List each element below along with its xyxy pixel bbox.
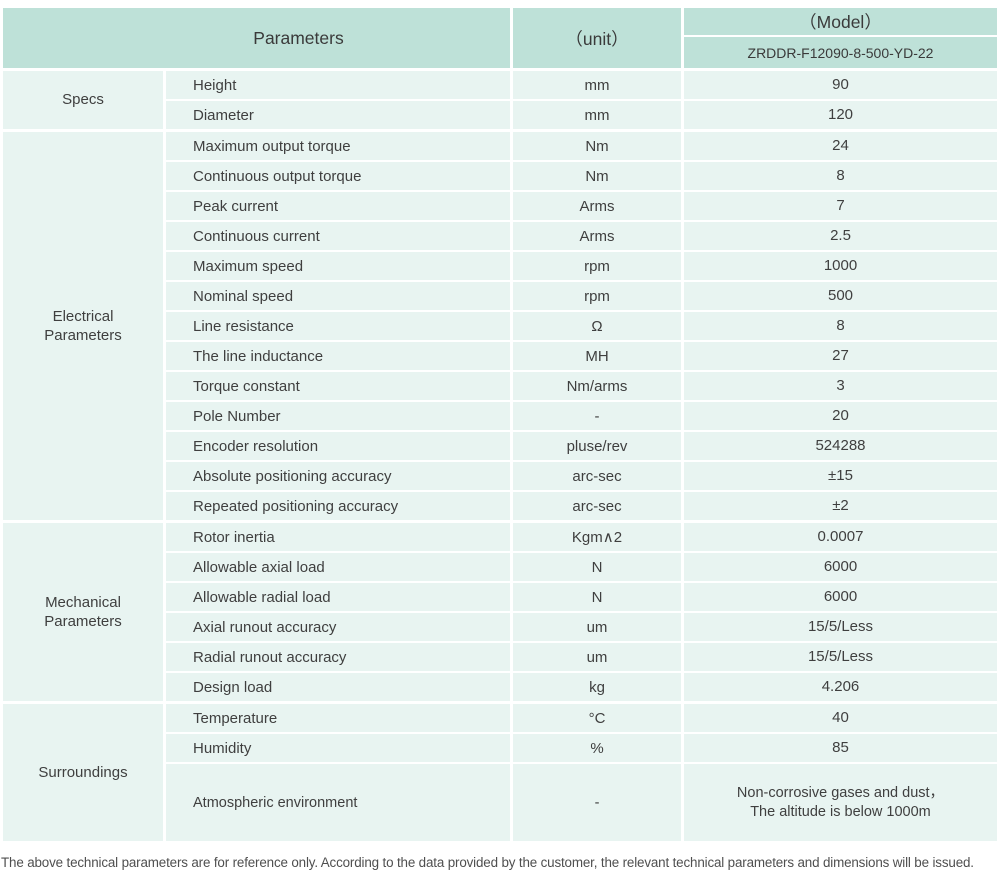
param-value: 90 [684, 71, 997, 99]
param-name: Torque constant [166, 372, 510, 400]
param-name: Encoder resolution [166, 432, 510, 460]
param-unit: N [513, 553, 681, 581]
param-name: Temperature [166, 704, 510, 732]
param-unit: kg [513, 673, 681, 701]
param-name: Allowable radial load [166, 583, 510, 611]
header-model-group: （Model） ZRDDR-F12090-8-500-YD-22 [684, 8, 997, 68]
param-name: Continuous current [166, 222, 510, 250]
param-value: 0.0007 [684, 523, 997, 551]
param-name: Line resistance [166, 312, 510, 340]
param-unit: mm [513, 71, 681, 99]
param-unit: Arms [513, 192, 681, 220]
param-name: Humidity [166, 734, 510, 762]
section-specs: Specs Height mm 90 Diameter mm 120 [3, 71, 997, 129]
section-label: Specs [3, 71, 163, 129]
param-name: Design load [166, 673, 510, 701]
param-value: 40 [684, 704, 997, 732]
param-name: Peak current [166, 192, 510, 220]
header-parameters: Parameters [3, 8, 510, 68]
param-unit: rpm [513, 282, 681, 310]
param-unit: Nm [513, 132, 681, 160]
param-name: Rotor inertia [166, 523, 510, 551]
param-value: 524288 [684, 432, 997, 460]
section-label: Electrical Parameters [3, 132, 163, 520]
param-value: 6000 [684, 553, 997, 581]
section-surroundings: Surroundings Temperature °C 40 Humidity … [3, 704, 997, 841]
param-value: 15/5/Less [684, 643, 997, 671]
param-value: ±2 [684, 492, 997, 520]
param-name: Continuous output torque [166, 162, 510, 190]
param-unit: pluse/rev [513, 432, 681, 460]
param-value: 15/5/Less [684, 613, 997, 641]
param-value: 85 [684, 734, 997, 762]
param-value: 20 [684, 402, 997, 430]
param-value: 2.5 [684, 222, 997, 250]
param-value: 6000 [684, 583, 997, 611]
param-unit: MH [513, 342, 681, 370]
param-value: 7 [684, 192, 997, 220]
param-value: 120 [684, 101, 997, 129]
header-model-code: ZRDDR-F12090-8-500-YD-22 [684, 37, 997, 68]
param-name: Absolute positioning accuracy [166, 462, 510, 490]
param-value: Non-corrosive gases and dust， The altitu… [684, 764, 997, 841]
param-value: 8 [684, 312, 997, 340]
param-unit: - [513, 402, 681, 430]
param-unit: mm [513, 101, 681, 129]
param-unit: arc-sec [513, 492, 681, 520]
param-unit: - [513, 764, 681, 841]
param-value: 24 [684, 132, 997, 160]
param-name: Axial runout accuracy [166, 613, 510, 641]
param-name: Repeated positioning accuracy [166, 492, 510, 520]
section-label: Mechanical Parameters [3, 523, 163, 701]
table-header: Parameters （unit） （Model） ZRDDR-F12090-8… [3, 8, 997, 68]
header-unit: （unit） [513, 8, 681, 68]
param-name: Maximum speed [166, 252, 510, 280]
section-electrical: Electrical Parameters Maximum output tor… [3, 132, 997, 520]
footer-note: The above technical parameters are for r… [1, 855, 974, 870]
param-name: Maximum output torque [166, 132, 510, 160]
param-value: 500 [684, 282, 997, 310]
param-name: The line inductance [166, 342, 510, 370]
param-unit: N [513, 583, 681, 611]
param-name: Atmospheric environment [166, 764, 510, 841]
param-name: Pole Number [166, 402, 510, 430]
param-unit: % [513, 734, 681, 762]
section-mechanical: Mechanical Parameters Rotor inertia Kgm∧… [3, 523, 997, 701]
param-unit: um [513, 643, 681, 671]
param-unit: arc-sec [513, 462, 681, 490]
param-unit: Nm [513, 162, 681, 190]
param-unit: um [513, 613, 681, 641]
param-name: Radial runout accuracy [166, 643, 510, 671]
param-name: Allowable axial load [166, 553, 510, 581]
param-value: 8 [684, 162, 997, 190]
header-model-label: （Model） [684, 8, 997, 35]
param-value: 3 [684, 372, 997, 400]
param-unit: Kgm∧2 [513, 523, 681, 551]
param-name: Height [166, 71, 510, 99]
param-value: 27 [684, 342, 997, 370]
param-value: 4.206 [684, 673, 997, 701]
param-unit: °C [513, 704, 681, 732]
section-label: Surroundings [3, 704, 163, 841]
param-value: ±15 [684, 462, 997, 490]
param-name: Diameter [166, 101, 510, 129]
param-name: Nominal speed [166, 282, 510, 310]
param-unit: Nm/arms [513, 372, 681, 400]
param-unit: rpm [513, 252, 681, 280]
param-unit: Arms [513, 222, 681, 250]
param-value: 1000 [684, 252, 997, 280]
param-unit: Ω [513, 312, 681, 340]
spec-table: Parameters （unit） （Model） ZRDDR-F12090-8… [3, 8, 997, 841]
